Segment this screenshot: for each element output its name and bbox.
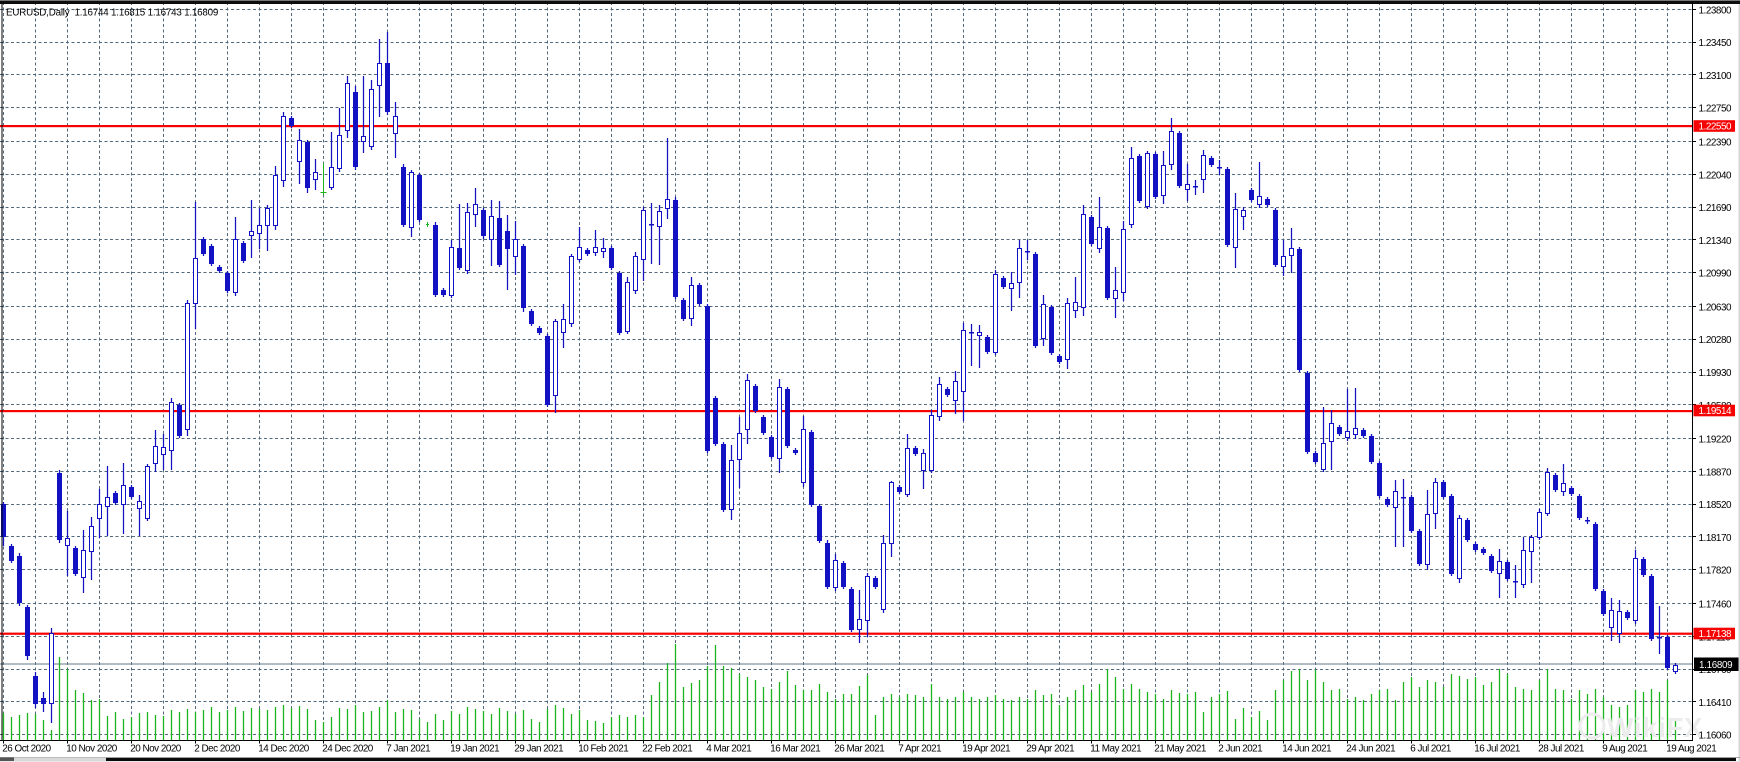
svg-text:1.20630: 1.20630 bbox=[1699, 302, 1733, 313]
svg-text:1.21690: 1.21690 bbox=[1699, 203, 1733, 214]
svg-text:1.23100: 1.23100 bbox=[1699, 71, 1733, 82]
svg-text:29 Jan 2021: 29 Jan 2021 bbox=[514, 743, 564, 754]
svg-text:1.17820: 1.17820 bbox=[1699, 566, 1733, 577]
svg-text:29 Apr 2021: 29 Apr 2021 bbox=[1026, 743, 1075, 754]
svg-text:26 Mar 2021: 26 Mar 2021 bbox=[834, 743, 885, 754]
svg-text:1.20280: 1.20280 bbox=[1699, 335, 1733, 346]
svg-text:9 Aug 2021: 9 Aug 2021 bbox=[1602, 743, 1648, 754]
svg-text:28 Jul 2021: 28 Jul 2021 bbox=[1538, 743, 1585, 754]
svg-text:11 May 2021: 11 May 2021 bbox=[1090, 743, 1142, 754]
svg-text:1.18170: 1.18170 bbox=[1699, 533, 1733, 544]
svg-text:1.21340: 1.21340 bbox=[1699, 236, 1733, 247]
svg-text:1.19514: 1.19514 bbox=[1699, 406, 1733, 417]
svg-text:24 Dec 2020: 24 Dec 2020 bbox=[322, 743, 374, 754]
svg-text:19 Apr 2021: 19 Apr 2021 bbox=[962, 743, 1011, 754]
svg-text:EURUSD,Daily 1.16744 1.16815: EURUSD,Daily 1.16744 1.16815 1.16743 1.1… bbox=[6, 7, 218, 18]
svg-text:1.19930: 1.19930 bbox=[1699, 368, 1733, 379]
svg-text:1.16809: 1.16809 bbox=[1699, 660, 1732, 671]
svg-text:1.22040: 1.22040 bbox=[1699, 170, 1733, 181]
svg-text:10 Nov 2020: 10 Nov 2020 bbox=[66, 743, 118, 754]
svg-text:21 May 2021: 21 May 2021 bbox=[1154, 743, 1207, 754]
svg-text:1.17138: 1.17138 bbox=[1699, 629, 1733, 640]
svg-text:1.20990: 1.20990 bbox=[1699, 269, 1733, 280]
svg-text:1.16410: 1.16410 bbox=[1699, 698, 1733, 709]
svg-text:2 Jun 2021: 2 Jun 2021 bbox=[1218, 743, 1263, 754]
svg-text:2 Dec 2020: 2 Dec 2020 bbox=[194, 743, 241, 754]
svg-text:WikiFX: WikiFX bbox=[1607, 712, 1703, 743]
svg-text:19 Aug 2021: 19 Aug 2021 bbox=[1666, 743, 1717, 754]
svg-text:1.23450: 1.23450 bbox=[1699, 38, 1733, 49]
svg-text:1.16060: 1.16060 bbox=[1699, 731, 1733, 742]
svg-text:1.17460: 1.17460 bbox=[1699, 600, 1733, 611]
svg-text:16 Jul 2021: 16 Jul 2021 bbox=[1474, 743, 1521, 754]
svg-text:14 Jun 2021: 14 Jun 2021 bbox=[1282, 743, 1332, 754]
svg-text:1.22550: 1.22550 bbox=[1699, 122, 1733, 133]
svg-text:24 Jun 2021: 24 Jun 2021 bbox=[1346, 743, 1396, 754]
svg-text:4 Mar 2021: 4 Mar 2021 bbox=[706, 743, 752, 754]
svg-text:10 Feb 2021: 10 Feb 2021 bbox=[578, 743, 629, 754]
svg-text:26 Oct 2020: 26 Oct 2020 bbox=[2, 743, 51, 754]
svg-text:6 Jul 2021: 6 Jul 2021 bbox=[1410, 743, 1452, 754]
svg-text:1.18870: 1.18870 bbox=[1699, 467, 1733, 478]
svg-text:14 Dec 2020: 14 Dec 2020 bbox=[258, 743, 310, 754]
svg-text:1.23800: 1.23800 bbox=[1699, 5, 1733, 16]
svg-text:7 Apr 2021: 7 Apr 2021 bbox=[898, 743, 942, 754]
svg-text:22 Feb 2021: 22 Feb 2021 bbox=[642, 743, 693, 754]
svg-text:1.18520: 1.18520 bbox=[1699, 500, 1733, 511]
svg-text:1.22750: 1.22750 bbox=[1699, 104, 1733, 115]
svg-text:16 Mar 2021: 16 Mar 2021 bbox=[770, 743, 821, 754]
svg-text:20 Nov 2020: 20 Nov 2020 bbox=[130, 743, 182, 754]
svg-text:19 Jan 2021: 19 Jan 2021 bbox=[450, 743, 500, 754]
svg-text:7 Jan 2021: 7 Jan 2021 bbox=[386, 743, 431, 754]
svg-text:1.22390: 1.22390 bbox=[1699, 138, 1733, 149]
svg-text:1.19220: 1.19220 bbox=[1699, 435, 1733, 446]
